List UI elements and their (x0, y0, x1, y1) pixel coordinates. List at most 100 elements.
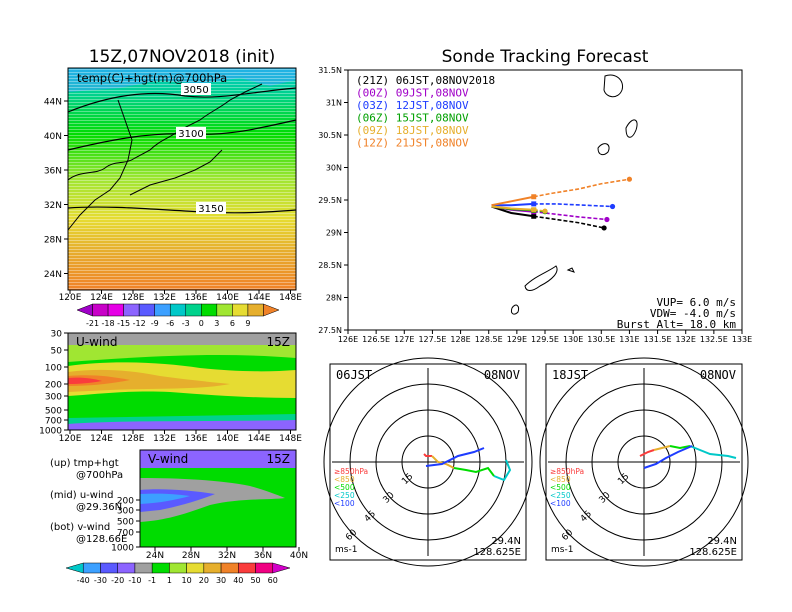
burst-marker (531, 201, 537, 207)
hodo-lon: 128.625E (473, 547, 521, 558)
colorbar-swatch (263, 303, 280, 317)
colorbar-swatch (134, 562, 153, 574)
colorbar-swatch (107, 303, 124, 317)
hodo-unit: ms-1 (335, 545, 357, 555)
vwind-time: 15Z (267, 452, 291, 466)
lat-tick-label: 24N (146, 551, 164, 561)
lon-tick-label: 148E (279, 434, 302, 444)
hodo-trace (425, 447, 485, 467)
burst-marker (531, 213, 537, 219)
colorbar-label: -1 (148, 576, 156, 585)
colorbar-label: 0 (199, 319, 204, 328)
colorbar-swatch (203, 562, 222, 574)
lat-tick-label: 30N (326, 164, 342, 173)
lat-tick-label: 36N (44, 167, 62, 177)
track-legend-item: (21Z) 06JST,08NOV2018 (356, 74, 495, 87)
colorbar-swatch (82, 562, 101, 574)
lon-tick-label: 136E (185, 293, 208, 303)
lat-tick-label: 40N (290, 551, 308, 561)
lon-tick-label: 128E (122, 293, 145, 303)
contour-label-bg (181, 83, 211, 95)
lon-tick-label: 148E (279, 293, 302, 303)
lat-tick-label: 40N (44, 132, 62, 142)
colorbar-swatch (138, 303, 155, 317)
hodo-ring (323, 357, 533, 567)
uwind-band (68, 369, 230, 392)
hodo-ring (539, 357, 749, 567)
lat-tick-label: 31.5N (318, 66, 342, 75)
colorbar-swatch (272, 562, 291, 574)
pressure-tick-label: 1000 (111, 544, 134, 554)
vwind-band-top (140, 450, 296, 468)
hodo-pressure-legend: <500 (550, 483, 571, 492)
track-legend-item: (09Z) 18JST,08NOV (356, 124, 469, 137)
hodo-lat: 29.4N (491, 536, 521, 547)
coastline-china (67, 99, 133, 231)
hodo-label: 18JST (552, 368, 588, 382)
hodo-trace (639, 449, 655, 457)
landing-point (604, 216, 610, 223)
colorbar-label: -15 (117, 319, 130, 328)
hodo-pressure-legend: <250 (550, 491, 571, 500)
colorbar-swatch (232, 303, 249, 317)
pressure-tick-label: 200 (117, 497, 134, 507)
lat-tick-label: 44N (44, 98, 62, 108)
legend-bot: (bot) v-wind (50, 522, 110, 533)
lon-tick-label: 140E (216, 293, 239, 303)
contour-3050 (67, 87, 297, 113)
lon-tick-label: 131.5E (644, 335, 672, 344)
vwind-panel: V-wind 15Z (139, 449, 297, 548)
pressure-tick-label: 500 (45, 407, 62, 417)
lon-tick-label: 129.5E (531, 335, 559, 344)
colorbar-swatch (123, 303, 140, 317)
colorbar-swatch (185, 303, 202, 317)
landing-point (626, 176, 633, 182)
island-outline (625, 119, 638, 138)
hodo-trace (643, 445, 693, 469)
hodo-trace (689, 445, 737, 459)
lon-tick-label: 132E (676, 335, 696, 344)
colorbar-label: 20 (199, 576, 209, 585)
lon-tick-label: 136E (185, 434, 208, 444)
lat-tick-label: 29.5N (318, 196, 342, 205)
lon-tick-label: 130E (563, 335, 583, 344)
pressure-tick-label: 100 (45, 364, 62, 374)
colorbar-swatch (151, 562, 170, 574)
colorbar-label: -12 (133, 319, 146, 328)
lon-tick-label: 120E (59, 434, 82, 444)
colorbar-label: 1 (167, 576, 172, 585)
burst-marker (531, 194, 537, 200)
track-legend-item: (06Z) 15JST,08NOV (356, 112, 469, 125)
lat-tick-label: 28.5N (318, 261, 342, 270)
pressure-tick-label: 50 (51, 347, 63, 357)
colorbar-swatch (92, 303, 109, 317)
track-legend-item: (12Z) 21JST,08NOV (356, 137, 469, 150)
right-title: Sonde Tracking Forecast (442, 47, 649, 67)
track-descent-line (533, 203, 613, 208)
hodo-trace (453, 466, 495, 477)
pressure-tick-label: 300 (117, 507, 134, 517)
temp-map: 3050 3100 3150 temp(C)+hgt(m)@700hPa (67, 67, 297, 291)
colorbar-swatch (201, 303, 218, 317)
lon-tick-label: 127E (394, 335, 414, 344)
wind-colorbar: -40 -30 -20 -10 -1 1 10 20 30 40 50 60 (65, 562, 291, 585)
lon-tick-label: 129E (507, 335, 527, 344)
track-legend: (21Z) 06JST,08NOV2018(00Z) 09JST,08NOV(0… (356, 74, 495, 150)
colorbar-swatch (117, 562, 136, 574)
lat-tick-label: 24N (44, 270, 62, 280)
lon-tick-label: 133E (732, 335, 752, 344)
hodo-trace (653, 445, 671, 451)
pressure-tick-label: 300 (45, 393, 62, 403)
lat-tick-label: 32N (218, 551, 236, 561)
lon-tick-label: 128E (450, 335, 470, 344)
colorbar-swatch (220, 562, 239, 574)
track-legend-item: (03Z) 12JST,08NOV (356, 99, 469, 112)
island-outline (597, 143, 610, 156)
track-ascent-line (491, 205, 534, 211)
lon-tick-label: 124E (90, 293, 113, 303)
colorbar-label: 60 (268, 576, 278, 585)
track-lat-axis: 31.5N 31N 30.5N 30N 29.5N 29N 28.5N 28N 27.5N (318, 66, 348, 335)
hodo-lon: 128.625E (689, 547, 737, 558)
hodo-trace (669, 445, 691, 450)
legend-up-level: @700hPa (76, 470, 123, 481)
